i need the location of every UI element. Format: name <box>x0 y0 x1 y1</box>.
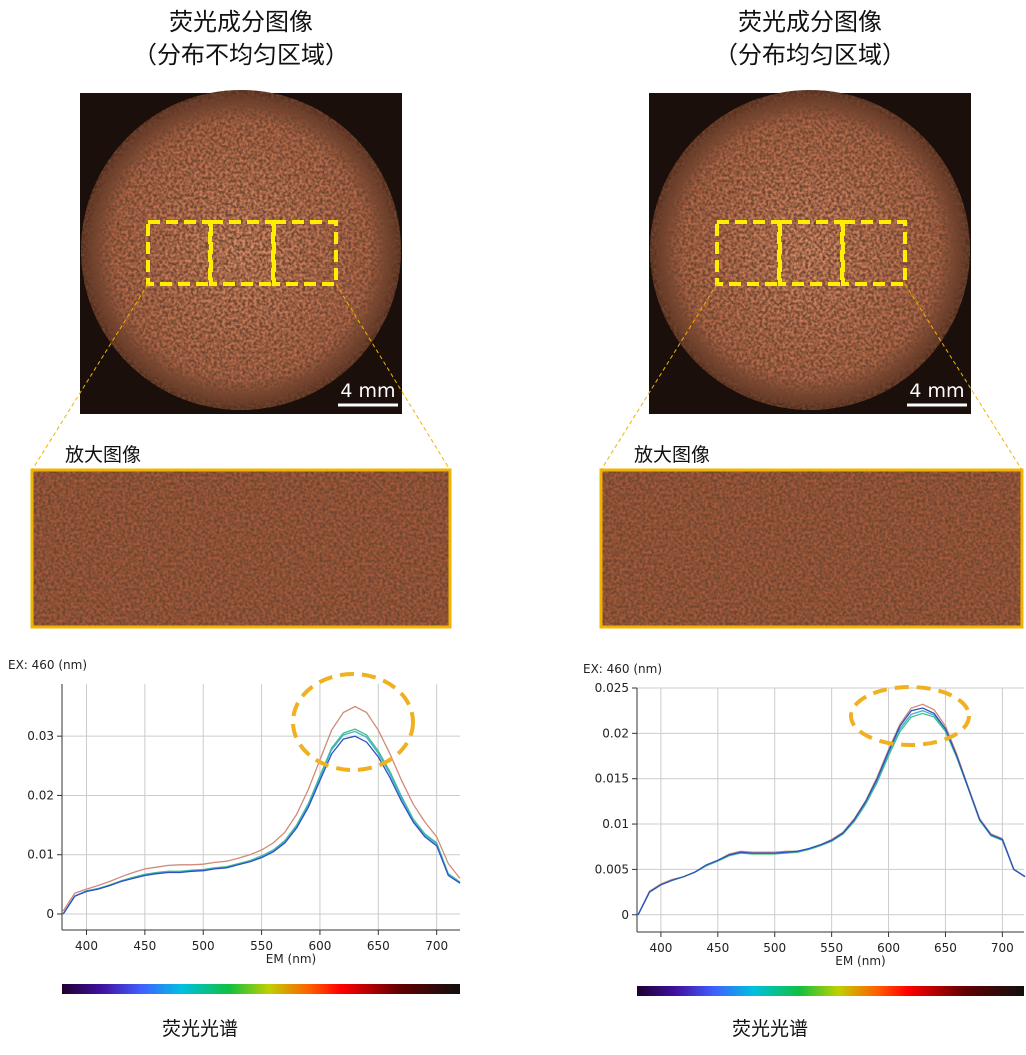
y-tick-label: 0.02 <box>27 788 54 802</box>
panel-title: 荧光成分图像 <box>169 8 313 36</box>
x-tick-label: 700 <box>991 941 1014 955</box>
x-axis-label: EM (nm) <box>266 952 316 966</box>
x-tick-label: 600 <box>877 941 900 955</box>
spectrum-bar <box>62 984 460 994</box>
y-tick-label: 0.01 <box>602 817 629 831</box>
x-tick-label: 550 <box>250 939 273 953</box>
zoom-texture <box>601 470 1022 627</box>
y-tick-label: 0.025 <box>595 681 629 695</box>
y-tick-label: 0 <box>621 908 629 922</box>
texture <box>650 90 970 410</box>
panel-title: 荧光成分图像 <box>738 8 882 36</box>
figure: 荧光成分图像 （分布不均匀区域） 4 mm 放大图像荧光光谱 EX: 460 (nm) 4… <box>0 0 1026 1055</box>
caption: 荧光光谱 <box>162 1018 238 1040</box>
y-tick-label: 0.03 <box>27 729 54 743</box>
spectrum-bar <box>637 986 1024 996</box>
y-tick-label: 0.005 <box>595 862 629 876</box>
texture <box>81 90 401 410</box>
x-tick-label: 550 <box>820 941 843 955</box>
zoom-label: 放大图像 <box>65 444 141 466</box>
x-tick-label: 500 <box>763 941 786 955</box>
y-axis-label: EX: 460 (nm) <box>8 658 87 672</box>
x-tick-label: 700 <box>425 939 448 953</box>
scale-label: 4 mm <box>340 380 395 402</box>
zoom-label: 放大图像 <box>634 444 710 466</box>
y-tick-label: 0.02 <box>602 726 629 740</box>
y-tick-label: 0.015 <box>595 772 629 786</box>
x-tick-label: 450 <box>133 939 156 953</box>
x-tick-label: 500 <box>192 939 215 953</box>
x-tick-label: 650 <box>934 941 957 955</box>
y-tick-label: 0 <box>46 907 54 921</box>
scale-label: 4 mm <box>909 380 964 402</box>
highlight <box>293 674 413 770</box>
y-tick-label: 0.01 <box>27 848 54 862</box>
caption: 荧光光谱 <box>732 1018 808 1040</box>
zoom-texture <box>32 470 450 627</box>
panel-subtitle: （分布不均匀区域） <box>133 41 349 69</box>
y-axis-label: EX: 460 (nm) <box>583 662 662 676</box>
panel-subtitle: （分布均匀区域） <box>714 41 906 69</box>
x-tick-label: 450 <box>706 941 729 955</box>
x-tick-label: 600 <box>308 939 331 953</box>
x-tick-label: 650 <box>367 939 390 953</box>
x-tick-label: 400 <box>75 939 98 953</box>
x-tick-label: 400 <box>649 941 672 955</box>
x-axis-label: EM (nm) <box>835 954 885 968</box>
